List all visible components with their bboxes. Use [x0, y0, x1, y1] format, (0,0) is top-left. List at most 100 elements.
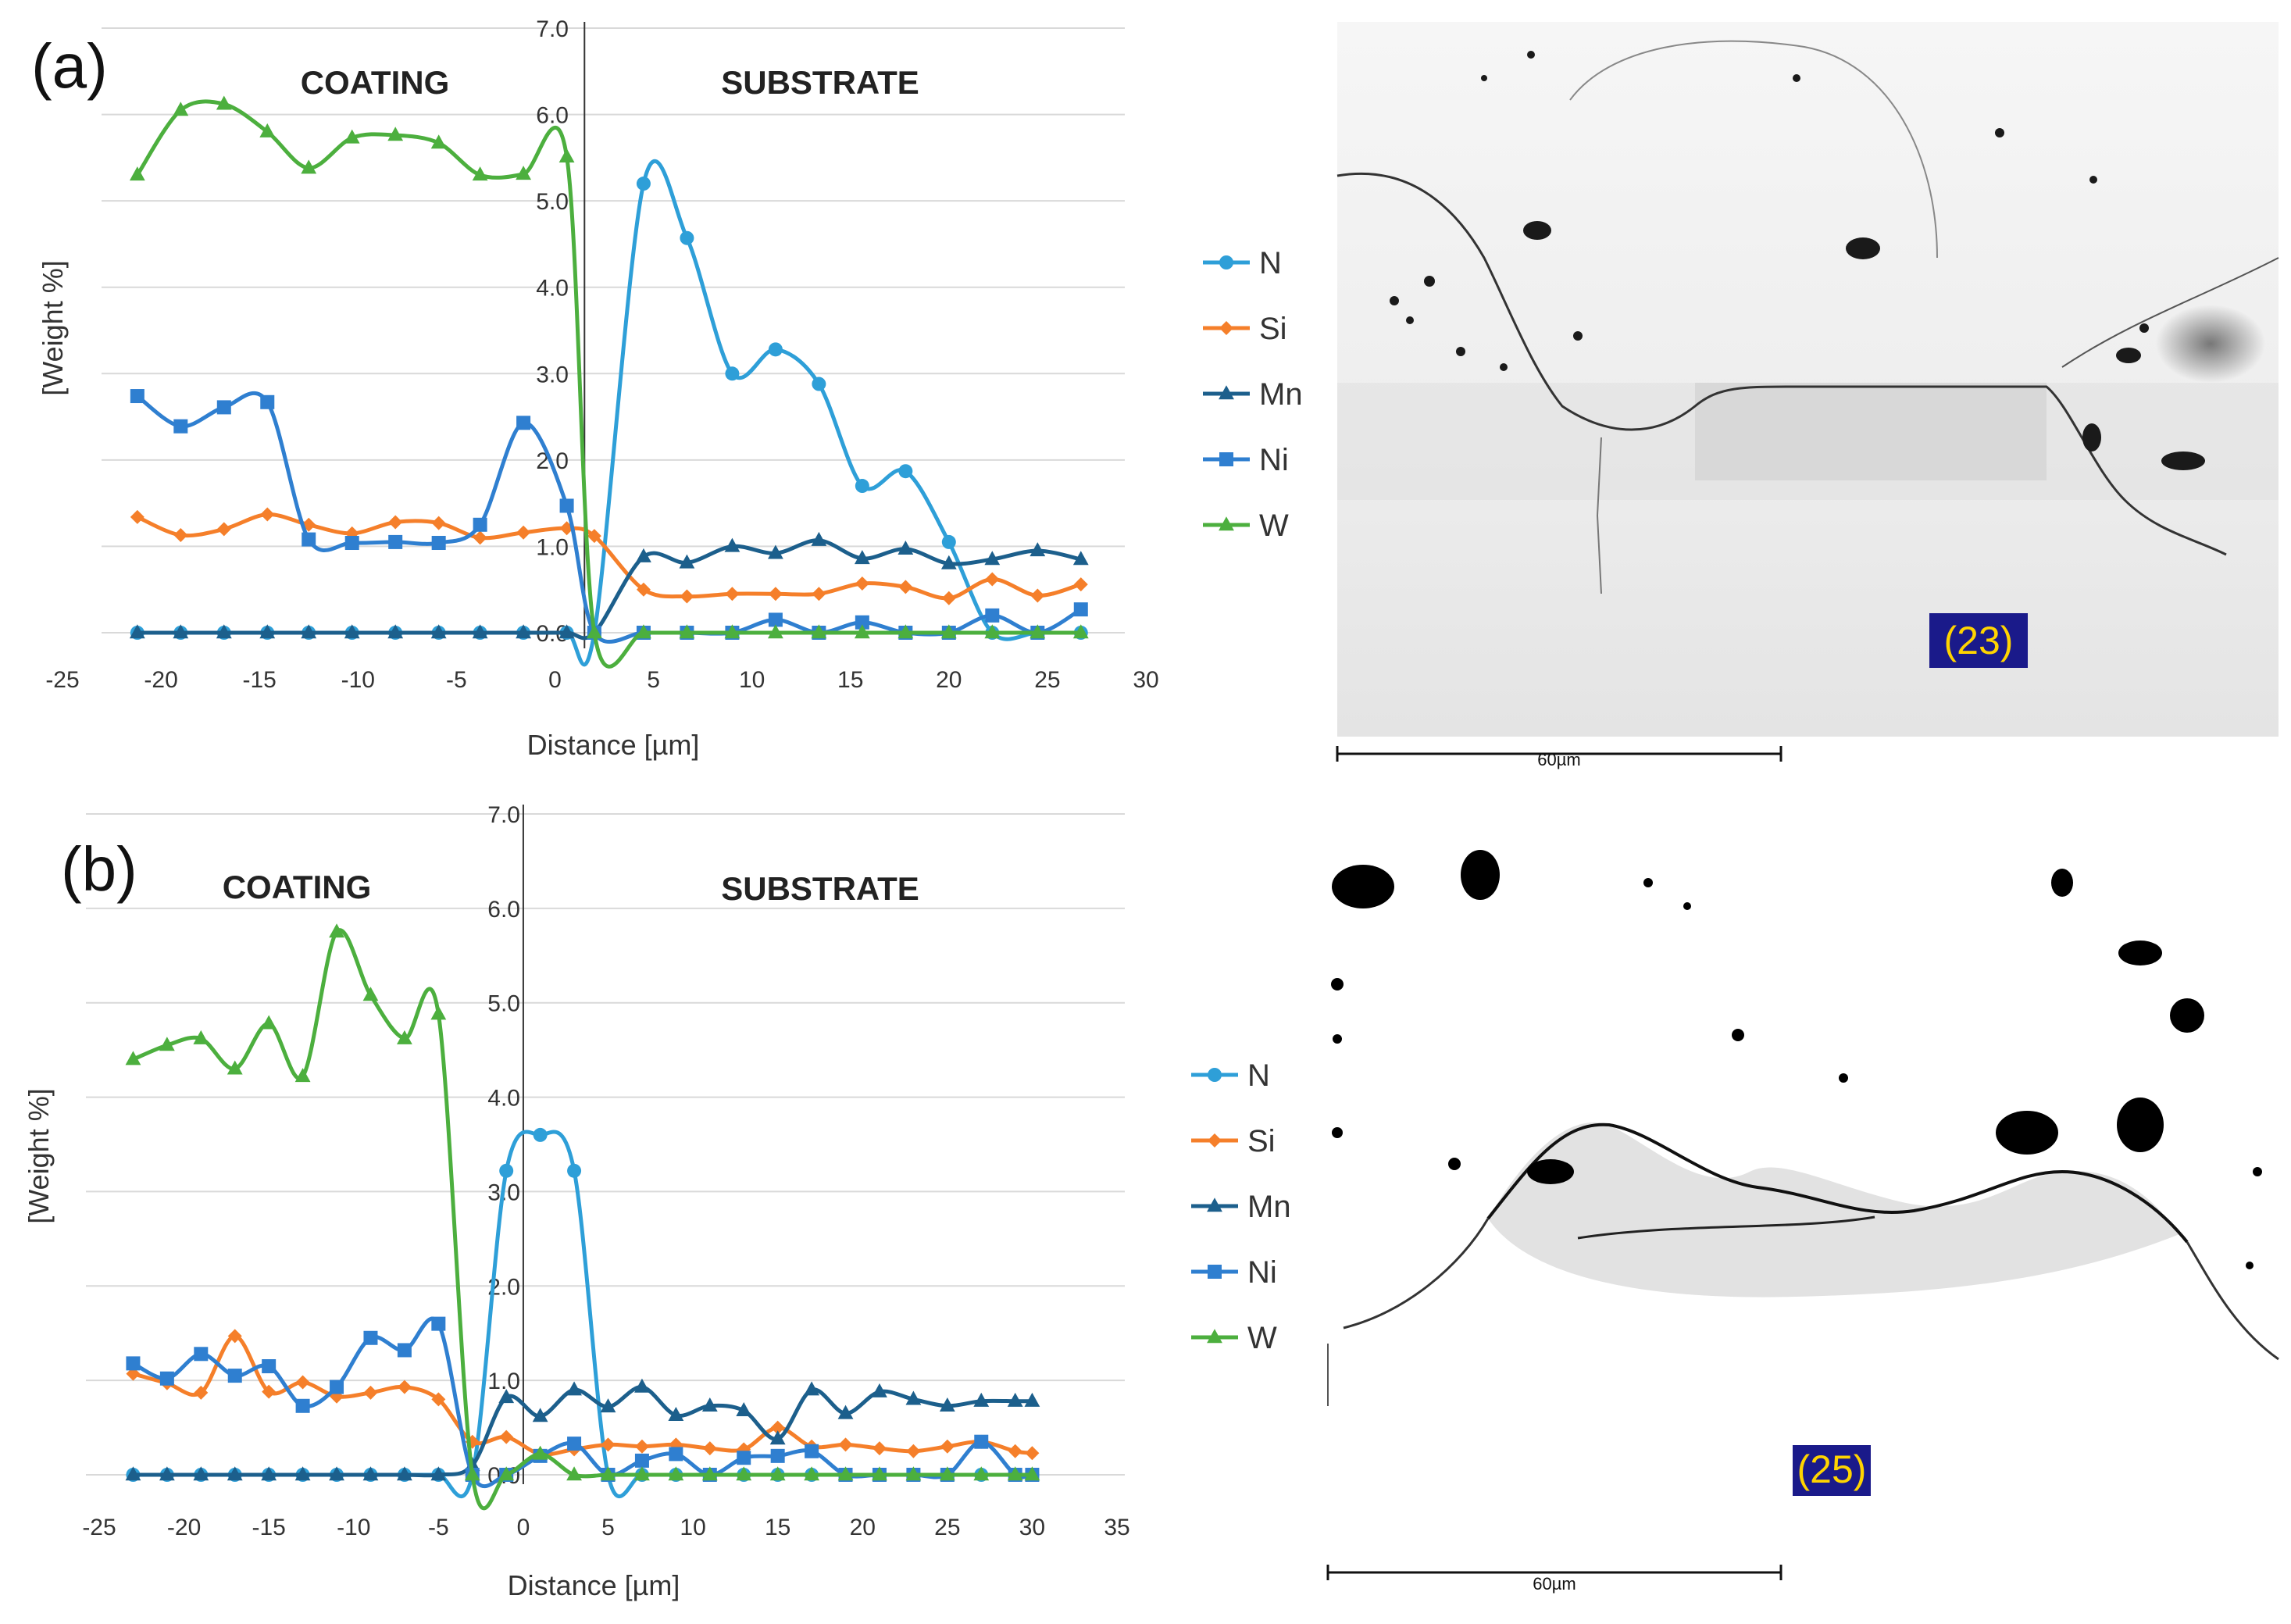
data-point-Ni	[159, 1371, 174, 1386]
data-point-Ni	[559, 498, 574, 513]
series-W	[129, 95, 1089, 669]
data-point-Mn	[193, 1466, 209, 1481]
data-point-Mn	[701, 1397, 718, 1412]
y-axis-label: [Weight %]	[23, 1088, 55, 1223]
x-tick-label: 5	[601, 1515, 615, 1540]
data-point-W	[679, 624, 695, 639]
data-point-Mn	[634, 1378, 650, 1393]
data-point-Si	[499, 1429, 514, 1444]
data-point-N	[855, 479, 869, 494]
data-point-W	[897, 624, 914, 639]
data-point-Si	[587, 529, 601, 544]
data-point-Mn	[397, 1466, 412, 1481]
data-point-W	[362, 987, 379, 1001]
data-point-Si	[295, 1375, 310, 1390]
data-point-Si	[388, 515, 403, 530]
coating-label: COATING	[223, 869, 372, 905]
legend-item-Si: Si	[1191, 1124, 1276, 1158]
pores	[1390, 51, 2205, 470]
data-point-W	[837, 1466, 854, 1481]
series-Ni	[126, 1316, 1040, 1489]
scale-bar-label: 60µm	[1533, 1574, 1576, 1594]
series-Mn	[129, 531, 1089, 641]
legend-marker	[1208, 1133, 1222, 1148]
data-point-Mn	[973, 1392, 990, 1407]
data-point-W	[854, 624, 870, 639]
series-line-Ni	[132, 1316, 1033, 1489]
data-point-N	[499, 1163, 514, 1178]
data-point-W	[498, 1466, 515, 1481]
data-point-Ni	[855, 615, 869, 630]
y-tick-labels: 0.01.02.03.04.05.06.07.0	[487, 802, 520, 1489]
gridlines	[102, 27, 1125, 634]
x-tick-label: 10	[739, 667, 765, 693]
series-line-N	[137, 159, 1081, 667]
data-point-Ni	[431, 536, 446, 551]
data-point-Ni	[260, 394, 275, 409]
legend: N Si Mn Ni W	[1203, 246, 1303, 543]
data-point-Mn	[301, 624, 317, 639]
data-point-Si	[363, 1385, 378, 1400]
data-point-Mn	[837, 1404, 854, 1419]
data-point-W	[905, 1466, 922, 1481]
series-line-Mn	[137, 538, 1082, 641]
data-point-W	[767, 624, 783, 639]
x-tick-label: -5	[446, 667, 467, 693]
data-point-W	[636, 624, 651, 639]
legend-marker	[1219, 255, 1233, 269]
x-tick-label: -5	[428, 1515, 449, 1540]
data-point-W	[701, 1466, 718, 1481]
data-point-W	[1024, 1466, 1040, 1481]
data-point-N	[680, 230, 694, 245]
data-point-N	[941, 534, 956, 549]
data-point-Si	[431, 1392, 446, 1407]
diffusion-zone	[1695, 383, 2047, 480]
data-point-Mn	[679, 554, 695, 569]
substrate-label: SUBSTRATE	[721, 870, 919, 907]
series-Si	[130, 507, 1088, 605]
data-point-Ni	[216, 400, 231, 415]
data-point-Si	[680, 589, 694, 604]
data-point-Si	[941, 591, 956, 605]
data-point-Mn	[259, 624, 276, 639]
data-point-Ni	[227, 1369, 242, 1383]
data-point-W	[129, 166, 145, 181]
data-point-Ni	[295, 1398, 310, 1413]
data-point-W	[940, 624, 957, 639]
data-point-Mn	[216, 624, 232, 639]
data-point-Mn	[430, 1466, 447, 1481]
data-point-Mn	[939, 1397, 955, 1412]
data-point-Si	[227, 1329, 242, 1344]
data-point-Mn	[736, 1402, 752, 1417]
data-point-Si	[906, 1444, 921, 1458]
x-tick-label: 25	[1034, 667, 1060, 693]
data-point-Mn	[636, 548, 651, 562]
crack-line	[2186, 1241, 2279, 1361]
data-point-Mn	[804, 1381, 819, 1396]
y-tick-label: 6.0	[536, 103, 569, 129]
legend-label: Si	[1247, 1124, 1276, 1158]
legend-item-Ni: Ni	[1191, 1255, 1277, 1290]
data-point-Mn	[1072, 551, 1089, 566]
x-tick-label: 25	[934, 1515, 960, 1540]
x-tick-label: 15	[837, 667, 863, 693]
data-point-W	[532, 1445, 548, 1460]
data-point-W	[1007, 1466, 1023, 1481]
data-point-Si	[940, 1439, 955, 1454]
data-point-W	[804, 1466, 819, 1481]
data-point-Si	[985, 572, 1000, 587]
data-point-W	[193, 1030, 209, 1044]
data-point-W	[430, 134, 447, 149]
data-point-Mn	[872, 1383, 887, 1397]
legend-label: Ni	[1259, 443, 1289, 477]
substrate-label: SUBSTRATE	[721, 64, 919, 101]
data-point-Mn	[344, 624, 360, 639]
data-point-Ni	[985, 608, 1000, 623]
data-point-Ni	[344, 536, 359, 551]
data-point-Ni	[388, 534, 403, 549]
data-point-Si	[1073, 577, 1088, 592]
data-point-Mn	[854, 550, 870, 565]
series-Mn	[125, 1378, 1040, 1481]
data-point-W	[634, 1466, 650, 1481]
x-tick-label: 15	[765, 1515, 790, 1540]
